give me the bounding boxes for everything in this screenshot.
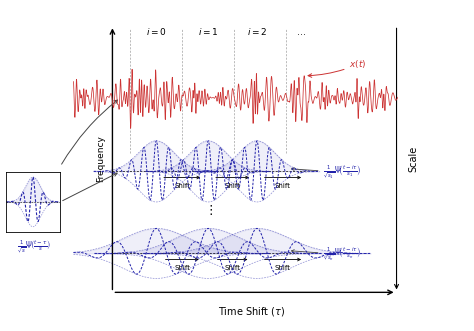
Text: Shift: Shift bbox=[225, 183, 241, 189]
Text: Shift: Shift bbox=[275, 265, 291, 271]
Text: $x(t)$: $x(t)$ bbox=[308, 58, 367, 77]
Text: Time Shift $(\tau)$: Time Shift $(\tau)$ bbox=[219, 305, 286, 318]
Text: $i=1$: $i=1$ bbox=[198, 25, 219, 36]
Text: $\frac{1}{\sqrt{s}}\Psi\!\left(\frac{t-\tau}{s}\right)$: $\frac{1}{\sqrt{s}}\Psi\!\left(\frac{t-\… bbox=[17, 238, 51, 255]
Text: $i=2$: $i=2$ bbox=[247, 25, 267, 36]
Text: $\vdots$: $\vdots$ bbox=[204, 203, 213, 217]
Text: Shift: Shift bbox=[225, 265, 241, 271]
Text: Shift: Shift bbox=[174, 265, 190, 271]
Text: Shift: Shift bbox=[275, 183, 291, 189]
Text: Scale: Scale bbox=[408, 146, 418, 172]
Text: $\frac{1}{\sqrt{s_n}}\Psi\!\left(\frac{t-i\tau}{s_n}\right)$: $\frac{1}{\sqrt{s_n}}\Psi\!\left(\frac{t… bbox=[292, 246, 362, 263]
Text: $\frac{1}{\sqrt{s_1}}\Psi\!\left(\frac{t-i\tau}{s_1}\right)$: $\frac{1}{\sqrt{s_1}}\Psi\!\left(\frac{t… bbox=[292, 164, 362, 181]
Text: $i=0$: $i=0$ bbox=[146, 25, 166, 36]
Text: Shift: Shift bbox=[174, 183, 190, 189]
Text: $\ldots$: $\ldots$ bbox=[296, 27, 306, 36]
Text: Frequency: Frequency bbox=[97, 135, 106, 182]
